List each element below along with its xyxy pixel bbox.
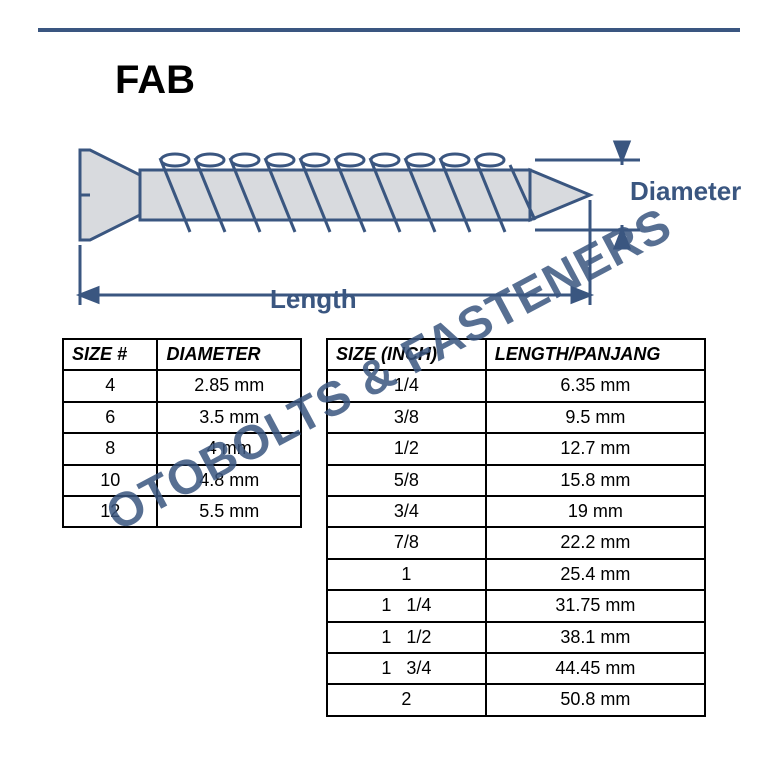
table-cell: 44.45 mm (486, 653, 705, 684)
screw-diagram (50, 120, 730, 320)
table-row: 42.85 mm (63, 370, 301, 401)
table-cell: 12.7 mm (486, 433, 705, 464)
table-row: 7/822.2 mm (327, 527, 705, 558)
table-cell: 3/4 (327, 496, 486, 527)
table-cell: 3.5 mm (157, 402, 301, 433)
table-cell: 22.2 mm (486, 527, 705, 558)
size-table: SIZE # DIAMETER 42.85 mm63.5 mm84 mm104.… (62, 338, 302, 528)
table-row: 104.8 mm (63, 465, 301, 496)
table-cell: 50.8 mm (486, 684, 705, 715)
table-cell: 15.8 mm (486, 465, 705, 496)
table-cell: 4 mm (157, 433, 301, 464)
table-cell: 9.5 mm (486, 402, 705, 433)
tables-container: SIZE # DIAMETER 42.85 mm63.5 mm84 mm104.… (62, 338, 716, 717)
table-cell: 10 (63, 465, 157, 496)
size-table-body: 42.85 mm63.5 mm84 mm104.8 mm125.5 mm (63, 370, 301, 527)
table-row: 1 1/238.1 mm (327, 622, 705, 653)
table-row: 3/419 mm (327, 496, 705, 527)
table-cell: 4 (63, 370, 157, 401)
table-row: 1/46.35 mm (327, 370, 705, 401)
table-cell: 6 (63, 402, 157, 433)
diameter-label: Diameter (630, 176, 741, 207)
table-row: 125.4 mm (327, 559, 705, 590)
table-row: 1 1/431.75 mm (327, 590, 705, 621)
table-cell: 6.35 mm (486, 370, 705, 401)
table-cell: 1 1/4 (327, 590, 486, 621)
table-cell: 8 (63, 433, 157, 464)
table-cell: 5.5 mm (157, 496, 301, 527)
table-cell: 19 mm (486, 496, 705, 527)
table-cell: 1 1/2 (327, 622, 486, 653)
length-table-header-size: SIZE (INCH) (327, 339, 486, 370)
size-table-header-diameter: DIAMETER (157, 339, 301, 370)
length-table-header-length: LENGTH/PANJANG (486, 339, 705, 370)
table-cell: 7/8 (327, 527, 486, 558)
table-cell: 38.1 mm (486, 622, 705, 653)
table-cell: 3/8 (327, 402, 486, 433)
table-row: 250.8 mm (327, 684, 705, 715)
table-row: 84 mm (63, 433, 301, 464)
page-title: FAB (115, 58, 195, 103)
length-table: SIZE (INCH) LENGTH/PANJANG 1/46.35 mm3/8… (326, 338, 706, 717)
table-cell: 1/4 (327, 370, 486, 401)
table-cell: 1 3/4 (327, 653, 486, 684)
table-cell: 31.75 mm (486, 590, 705, 621)
length-table-body: 1/46.35 mm3/89.5 mm1/212.7 mm5/815.8 mm3… (327, 370, 705, 715)
table-row: 63.5 mm (63, 402, 301, 433)
top-divider (38, 28, 740, 32)
table-cell: 4.8 mm (157, 465, 301, 496)
table-cell: 12 (63, 496, 157, 527)
table-cell: 5/8 (327, 465, 486, 496)
table-cell: 2 (327, 684, 486, 715)
table-row: 1/212.7 mm (327, 433, 705, 464)
table-row: 3/89.5 mm (327, 402, 705, 433)
length-label: Length (270, 284, 357, 315)
table-cell: 25.4 mm (486, 559, 705, 590)
table-row: 1 3/444.45 mm (327, 653, 705, 684)
table-cell: 2.85 mm (157, 370, 301, 401)
table-row: 125.5 mm (63, 496, 301, 527)
size-table-header-size: SIZE # (63, 339, 157, 370)
table-row: 5/815.8 mm (327, 465, 705, 496)
table-cell: 1 (327, 559, 486, 590)
table-cell: 1/2 (327, 433, 486, 464)
